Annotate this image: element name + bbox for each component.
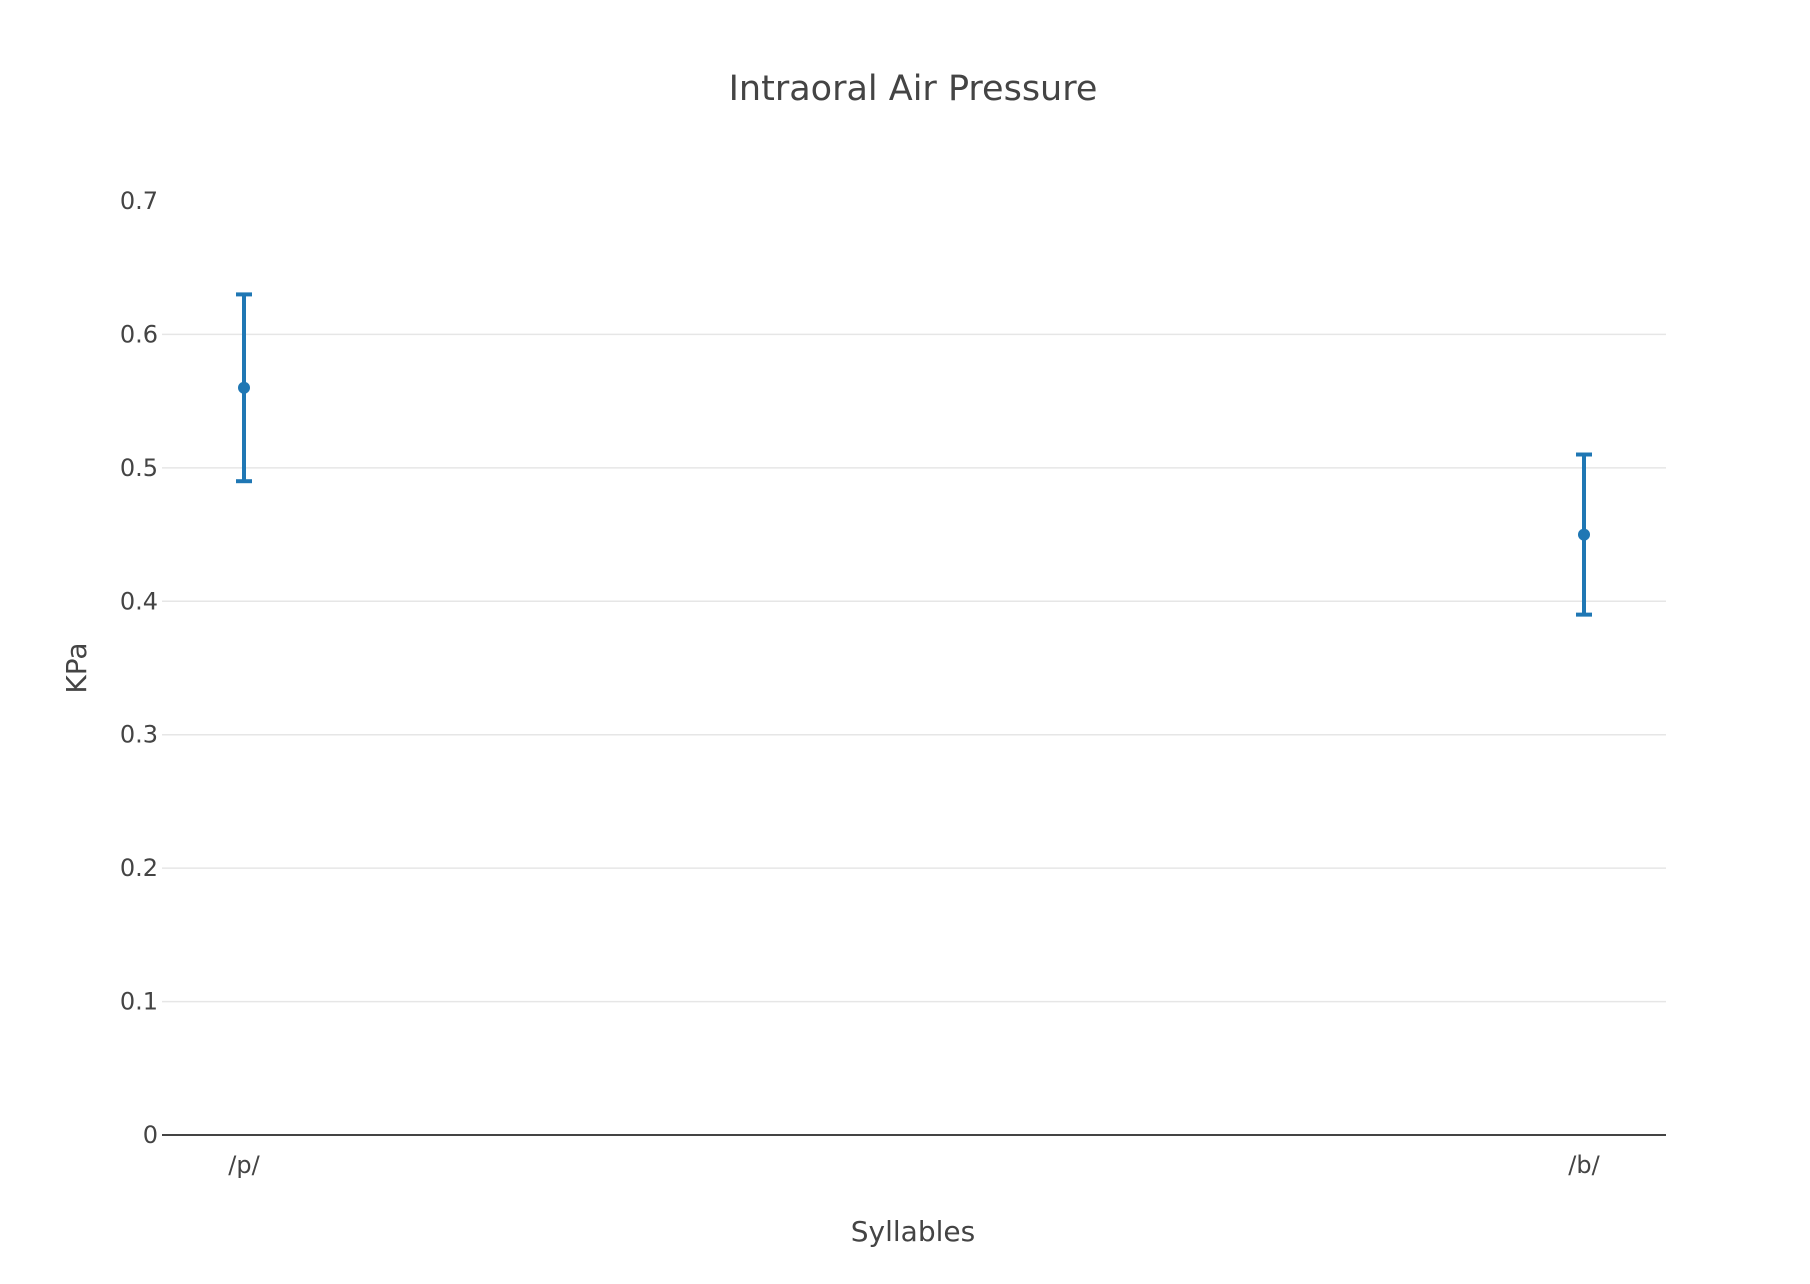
y-axis-ticks: 0 0.1 0.2 0.3 0.4 0.5 0.6 0.7: [120, 187, 158, 1149]
data-points: [236, 292, 1592, 617]
y-tick-label: 0.5: [120, 454, 158, 482]
x-tick-label: /p/: [228, 1151, 260, 1179]
y-tick-label: 0.4: [120, 587, 158, 615]
data-point: [238, 381, 250, 394]
chart-title: Intraoral Air Pressure: [729, 69, 1098, 109]
y-tick-label: 0.2: [120, 854, 158, 882]
y-tick-label: 0: [143, 1121, 158, 1149]
x-axis-title: Syllables: [851, 1215, 975, 1248]
y-tick-label: 0.6: [120, 320, 158, 348]
error-bar-group: [1576, 452, 1592, 617]
gridlines: [162, 333, 1666, 1136]
y-tick-label: 0.1: [120, 988, 158, 1016]
error-bar-group: [236, 292, 252, 484]
x-axis-ticks: /p/ /b/: [228, 1151, 1600, 1179]
x-tick-label: /b/: [1568, 1151, 1600, 1179]
y-axis-title: KPa: [60, 642, 93, 693]
y-tick-label: 0.3: [120, 721, 158, 749]
data-point: [1578, 528, 1590, 541]
y-tick-label: 0.7: [120, 187, 158, 215]
